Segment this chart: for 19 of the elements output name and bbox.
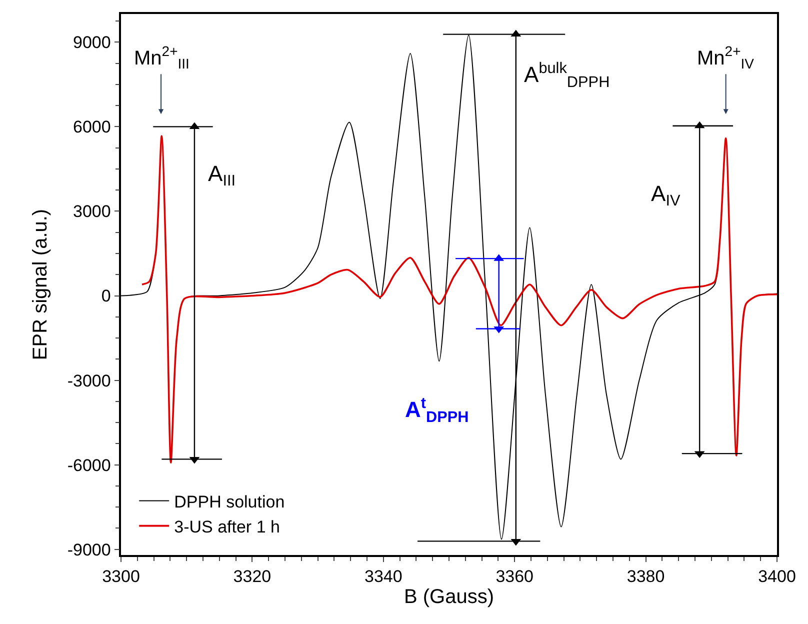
x-tick-label: 3380: [626, 567, 665, 586]
y-tick-label: -6000: [67, 456, 111, 475]
annotation: A$_{III}$: [208, 161, 236, 190]
y-tick-label: -9000: [67, 540, 111, 560]
y-tick-label: -3000: [67, 371, 111, 390]
legend-label: 3-US after 1 h: [174, 517, 280, 536]
x-tick-label: 3360: [496, 567, 534, 586]
legend-label: DPPH solution: [174, 492, 285, 512]
annotation: A$_{IV}$: [651, 181, 681, 210]
x-tick-label: 3300: [102, 567, 140, 586]
y-tick-label: 6000: [73, 118, 111, 137]
y-tick-label: 9000: [73, 33, 111, 52]
y-axis-title: EPR signal (a.u.): [29, 208, 52, 360]
y-tick-label: 0: [101, 286, 111, 306]
x-axis-title: B (Gauss): [404, 586, 494, 608]
x-tick-label: 3400: [758, 567, 796, 586]
x-tick-label: 3320: [233, 567, 272, 586]
x-tick-label: 3340: [364, 567, 402, 586]
y-tick-label: 3000: [73, 202, 111, 222]
